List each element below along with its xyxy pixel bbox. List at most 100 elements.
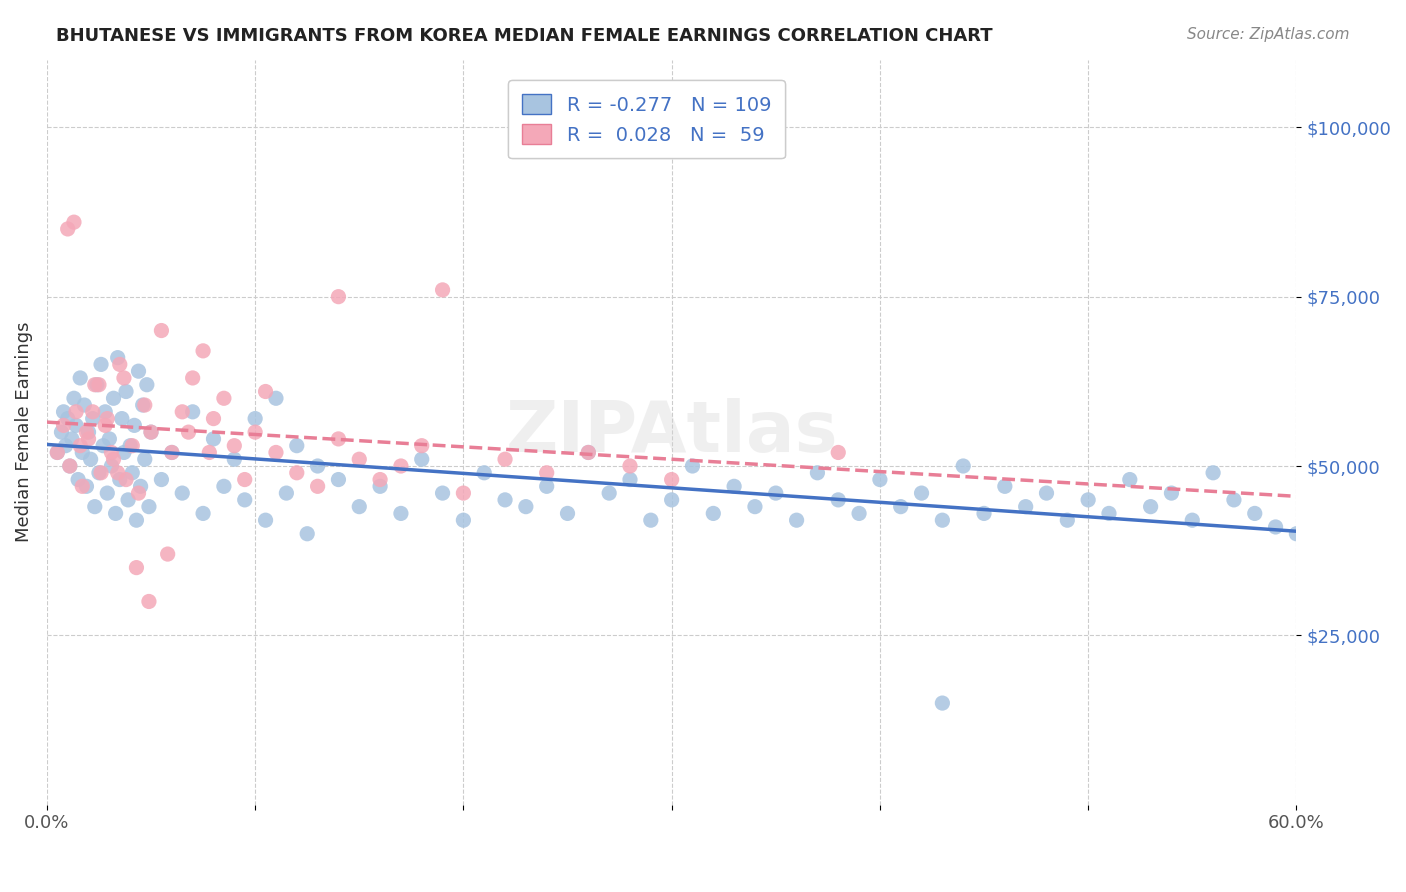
Point [264, 445, 287, 459]
Point [72, 479, 94, 493]
Point [120, 439, 142, 453]
Point [1098, 507, 1121, 521]
Point [124, 418, 146, 433]
Point [276, 486, 298, 500]
Point [411, 452, 433, 467]
Point [536, 466, 558, 480]
Point [104, 507, 127, 521]
Point [307, 479, 329, 493]
Point [389, 458, 412, 473]
Point [94, 405, 117, 419]
Point [536, 479, 558, 493]
Point [138, 500, 160, 514]
Point [328, 473, 350, 487]
Point [111, 411, 134, 425]
Point [177, 425, 200, 439]
Point [172, 405, 194, 419]
Point [160, 445, 183, 459]
Point [368, 473, 391, 487]
Point [150, 473, 173, 487]
Point [65, 418, 87, 433]
Point [931, 513, 953, 527]
Point [254, 384, 277, 399]
Point [254, 513, 277, 527]
Point [67, 473, 90, 487]
Point [107, 351, 129, 365]
Point [1014, 500, 1036, 514]
Point [56, 222, 79, 236]
Point [94, 418, 117, 433]
Point [494, 452, 516, 467]
Point [1119, 473, 1142, 487]
Point [432, 486, 454, 500]
Point [702, 507, 724, 521]
Point [69, 439, 91, 453]
Point [51, 425, 73, 439]
Point [557, 507, 579, 521]
Point [1202, 466, 1225, 480]
Point [139, 425, 162, 439]
Point [285, 466, 308, 480]
Point [75, 425, 97, 439]
Point [46, 445, 69, 459]
Point [682, 458, 704, 473]
Point [1056, 513, 1078, 527]
Point [453, 486, 475, 500]
Point [79, 452, 101, 467]
Point [59, 458, 82, 473]
Text: BHUTANESE VS IMMIGRANTS FROM KOREA MEDIAN FEMALE EARNINGS CORRELATION CHART: BHUTANESE VS IMMIGRANTS FROM KOREA MEDIA… [56, 27, 993, 45]
Point [125, 560, 148, 574]
Point [806, 466, 828, 480]
Point [494, 492, 516, 507]
Point [453, 513, 475, 527]
Point [112, 371, 135, 385]
Point [121, 439, 143, 453]
Point [107, 466, 129, 480]
Point [65, 405, 87, 419]
Point [202, 432, 225, 446]
Point [86, 377, 108, 392]
Point [619, 473, 641, 487]
Point [224, 452, 246, 467]
Point [952, 458, 974, 473]
Point [191, 343, 214, 358]
Point [115, 384, 138, 399]
Point [765, 486, 787, 500]
Point [138, 594, 160, 608]
Point [52, 405, 75, 419]
Point [73, 398, 96, 412]
Point [56, 411, 79, 425]
Point [576, 445, 599, 459]
Point [90, 466, 112, 480]
Point [1160, 486, 1182, 500]
Point [619, 458, 641, 473]
Point [63, 215, 86, 229]
Point [1243, 507, 1265, 521]
Point [349, 452, 371, 467]
Point [368, 479, 391, 493]
Point [69, 371, 91, 385]
Point [640, 513, 662, 527]
Point [128, 486, 150, 500]
Point [100, 445, 122, 459]
Point [661, 492, 683, 507]
Point [1285, 526, 1308, 541]
Point [134, 398, 156, 412]
Point [181, 371, 204, 385]
Point [472, 466, 495, 480]
Point [744, 500, 766, 514]
Point [96, 411, 118, 425]
Point [108, 473, 131, 487]
Point [125, 513, 148, 527]
Point [55, 439, 77, 453]
Point [115, 473, 138, 487]
Point [432, 283, 454, 297]
Point [1181, 513, 1204, 527]
Point [786, 513, 808, 527]
Point [191, 507, 214, 521]
Point [117, 492, 139, 507]
Point [661, 473, 683, 487]
Point [82, 411, 104, 425]
Point [994, 479, 1017, 493]
Point [131, 398, 153, 412]
